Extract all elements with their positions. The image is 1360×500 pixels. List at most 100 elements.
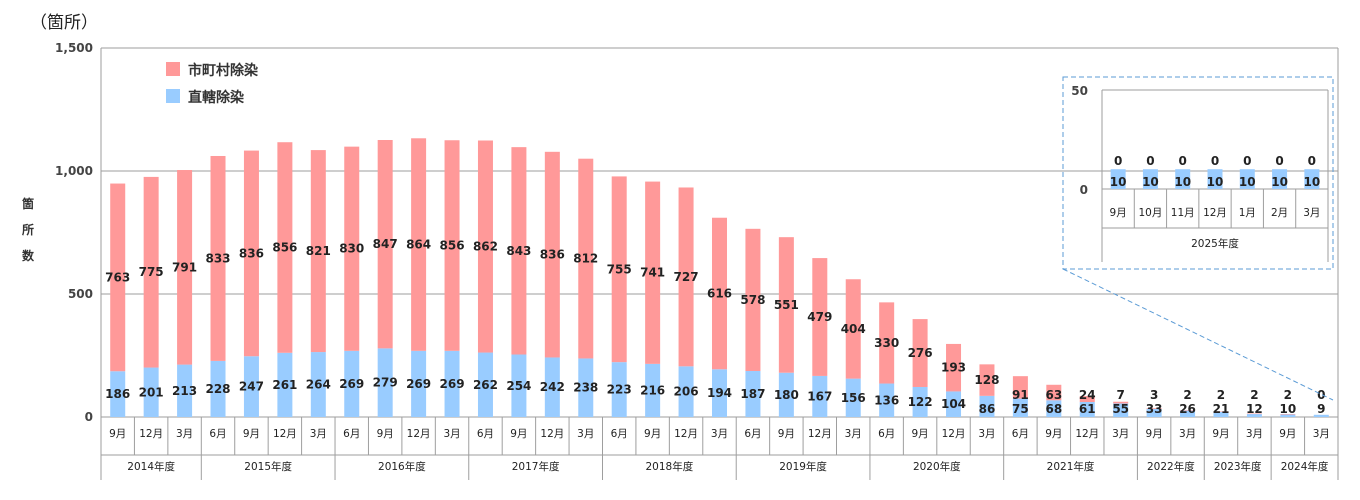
category-label: 6月 [477,428,494,440]
inset-category-label: 10月 [1138,207,1162,219]
value-label-direct: 26 [1179,402,1196,416]
value-label-direct: 122 [908,395,933,409]
category-label: 6月 [209,428,226,440]
year-label: 2020年度 [913,460,961,473]
bar-municipal [812,258,828,376]
bar-direct [243,356,259,417]
inset-year-label: 2025年度 [1191,237,1239,250]
value-label-direct: 213 [172,384,197,398]
bar-direct [879,383,895,417]
inset-bar-direct [1304,169,1320,189]
inset-value-label-municipal: 0 [1308,154,1316,168]
bar-direct [1313,414,1329,417]
inset-value-label-municipal: 0 [1114,154,1122,168]
value-label-direct: 9 [1317,402,1325,416]
inset-bar-direct [1142,169,1158,189]
main-category-axis: 9月 12月 3月 6月 9月 12月 3月 6月 9月 12月 3月 6月 9月 12月 3月 6月 9月 12… [100,417,1339,480]
value-label-municipal: 2 [1183,388,1191,402]
inset-value-label-direct: 10 [1239,175,1256,189]
category-label: 9月 [510,428,527,440]
bar-direct [678,366,694,417]
bar-municipal [277,142,293,353]
value-label-direct: 262 [473,378,498,392]
year-label: 2024年度 [1281,460,1329,473]
value-label-direct: 279 [373,376,398,390]
bar-direct [645,363,661,417]
value-label-direct: 194 [707,386,732,400]
value-label-municipal: 741 [640,266,665,280]
value-label-direct: 228 [205,382,230,396]
value-label-direct: 180 [774,388,799,402]
category-label: 3月 [1313,428,1330,440]
inset-value-label-direct: 10 [1110,175,1127,189]
category-label: 3月 [310,428,327,440]
category-label: 12月 [674,428,698,440]
value-label-municipal: 864 [406,238,431,252]
value-label-direct: 254 [506,379,531,393]
bar-direct [745,370,761,417]
value-label-direct: 238 [573,381,598,395]
value-label-direct: 223 [607,383,632,397]
value-label-direct: 21 [1213,402,1230,416]
bar-municipal [979,364,995,396]
bar-direct [511,354,527,417]
bar-municipal [912,319,928,387]
value-label-direct: 104 [941,397,966,411]
category-label: 9月 [644,428,661,440]
legend-swatch-direct [166,89,180,103]
value-label-municipal: 836 [239,246,264,260]
inset-category-label: 11月 [1171,207,1195,219]
bar-direct [1079,401,1095,417]
category-label: 12月 [139,428,163,440]
category-label: 6月 [744,428,761,440]
value-label-direct: 187 [740,387,765,401]
value-label-direct: 264 [306,378,331,392]
inset-value-label-municipal: 0 [1243,154,1251,168]
category-label: 6月 [1012,428,1029,440]
inset-category-label: 1月 [1239,207,1256,219]
bar-municipal [1079,396,1095,402]
category-label: 3月 [978,428,995,440]
category-label: 9月 [377,428,394,440]
bar-direct [444,350,460,417]
category-label: 9月 [243,428,260,440]
value-label-municipal: 833 [205,251,230,265]
bar-direct [377,348,393,417]
bar-direct [477,352,493,417]
bar-direct [1046,400,1062,417]
bar-municipal [110,183,126,372]
bar-municipal [210,155,226,361]
bar-municipal [544,151,560,358]
y-axis-label-char: 所 [22,222,34,237]
value-label-municipal: 276 [908,346,933,360]
bar-direct [1213,411,1229,417]
category-label: 3月 [176,428,193,440]
value-label-municipal: 775 [139,265,164,279]
inset-bar-direct [1110,169,1126,189]
value-label-municipal: 128 [974,373,999,387]
bar-municipal [1012,376,1028,399]
inset-value-label-direct: 10 [1304,175,1321,189]
main-y-ticks: 0 500 1,000 1,500 [55,41,93,424]
bar-municipal [1146,408,1162,409]
year-label: 2021年度 [1047,460,1095,473]
bar-direct [277,352,293,417]
category-label: 9月 [778,428,795,440]
inset-value-label-direct: 10 [1174,175,1191,189]
bar-direct [411,350,427,417]
value-label-municipal: 847 [373,237,398,251]
category-label: 3月 [845,428,862,440]
category-label: 12月 [407,428,431,440]
bar-direct [1280,414,1296,417]
value-label-municipal: 479 [807,310,832,324]
category-label: 9月 [1212,428,1229,440]
bar-municipal [1113,401,1129,404]
inset-value-label-municipal: 0 [1211,154,1219,168]
bar-municipal [377,140,393,349]
y-axis-label-char: 数 [22,248,35,263]
bar-direct [611,362,627,417]
y-tick-label: 500 [68,287,93,301]
bar-municipal [344,146,360,351]
value-label-direct: 216 [640,383,665,397]
